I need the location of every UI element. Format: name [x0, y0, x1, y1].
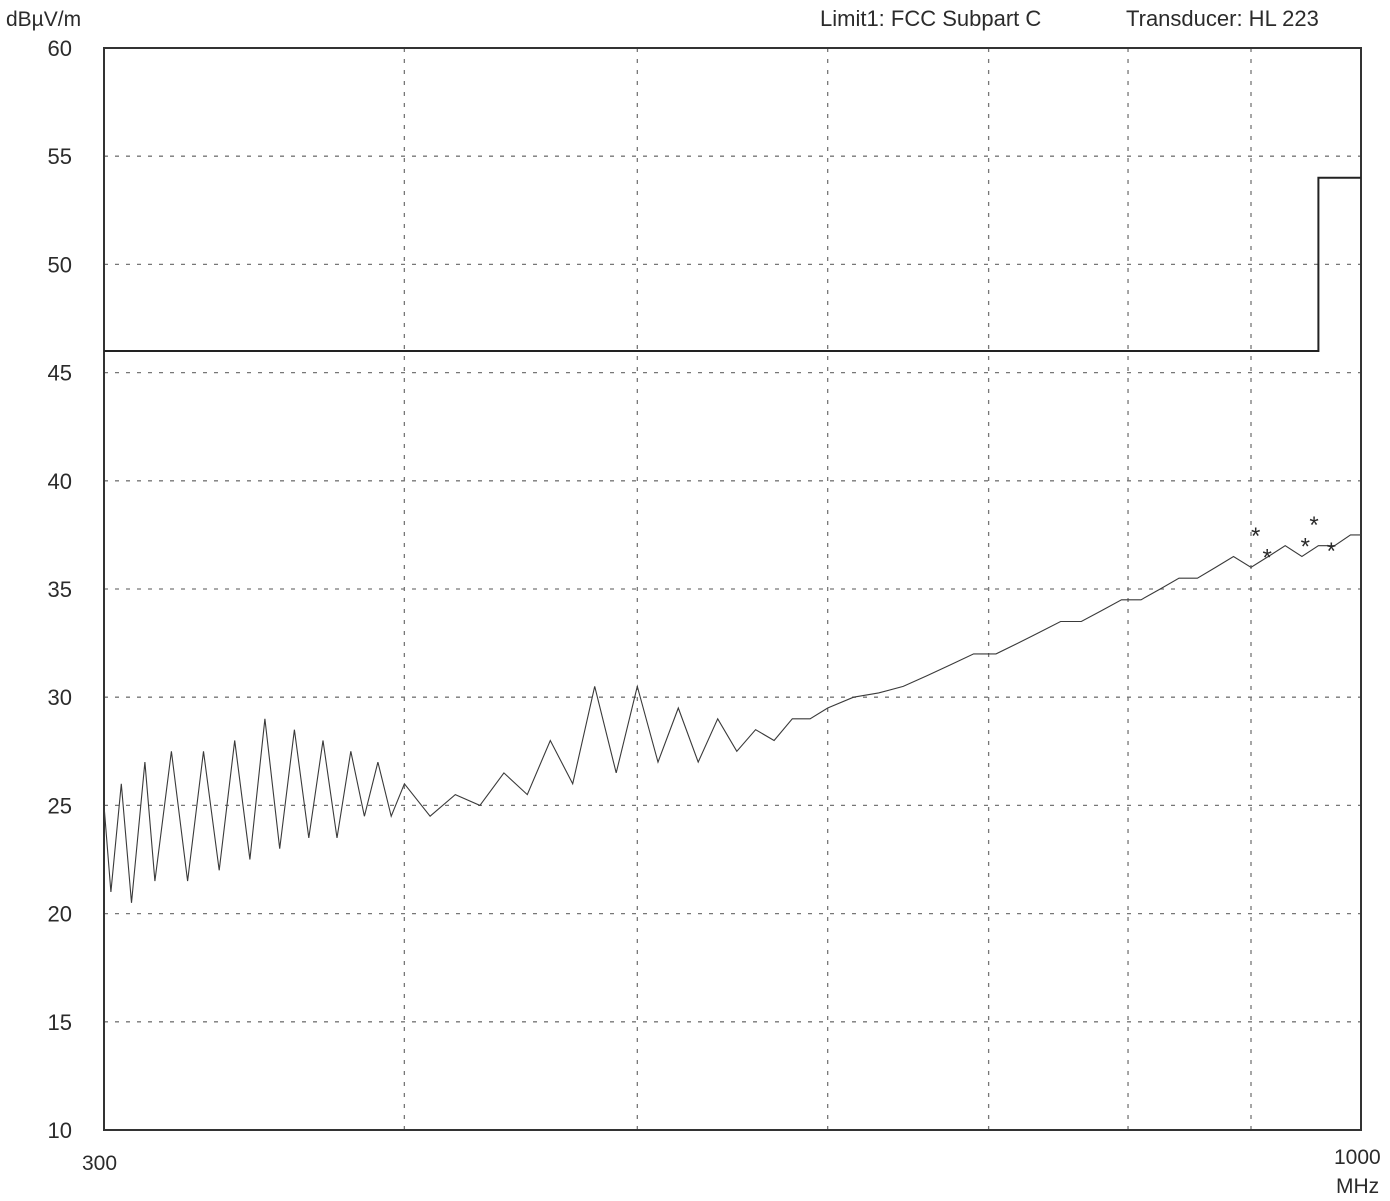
peak-marker: * — [1327, 538, 1336, 565]
y-tick-label: 25 — [48, 793, 72, 818]
limit-label: Limit1: FCC Subpart C — [820, 6, 1041, 31]
grid-lines — [104, 48, 1361, 1130]
plot-frame — [103, 47, 1362, 1131]
y-tick-label: 50 — [48, 252, 72, 277]
peak-marker: * — [1309, 512, 1318, 539]
peak-markers: ** *** — [1251, 512, 1336, 571]
peak-marker: * — [1301, 534, 1310, 561]
peak-marker: * — [1251, 523, 1260, 550]
x-tick-label-start: 300 — [82, 1152, 117, 1175]
measurement-trace — [103, 534, 1361, 903]
x-axis-unit: MHz — [1336, 1175, 1379, 1198]
y-tick-label: 45 — [48, 361, 72, 386]
y-tick-label: 20 — [48, 902, 72, 927]
x-tick-label-end: 1000 — [1334, 1146, 1381, 1169]
y-axis-label: dBµV/m — [6, 8, 81, 31]
y-tick-label: 60 — [48, 36, 72, 61]
transducer-label: Transducer: HL 223 — [1126, 6, 1319, 31]
y-tick-label: 30 — [48, 685, 72, 710]
y-tick-label: 40 — [48, 469, 72, 494]
y-axis-ticks: 10 15 20 25 30 35 40 45 50 55 60 — [48, 36, 72, 1143]
y-tick-label: 55 — [48, 144, 72, 169]
peak-marker: * — [1262, 545, 1271, 572]
y-tick-label: 35 — [48, 577, 72, 602]
y-tick-label: 15 — [48, 1010, 72, 1035]
limit-line — [104, 176, 1361, 352]
y-tick-label: 10 — [48, 1118, 72, 1143]
